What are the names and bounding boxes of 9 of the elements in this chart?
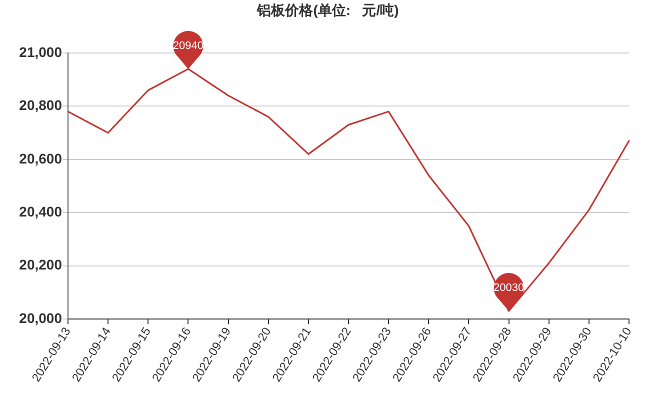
chart-title: 铝板价格(单位: 元/吨) <box>256 2 399 18</box>
y-tick-label: 20,600 <box>19 150 62 166</box>
y-tick-label: 20,200 <box>19 256 62 273</box>
annotation: 20940 <box>172 40 204 52</box>
y-tick-label: 20,400 <box>19 203 62 220</box>
y-tick-label: 20,800 <box>19 97 62 114</box>
y-tick-label: 20,000 <box>19 310 62 326</box>
y-tick-label: 21,000 <box>19 44 62 60</box>
annotation: 20030 <box>493 282 524 294</box>
